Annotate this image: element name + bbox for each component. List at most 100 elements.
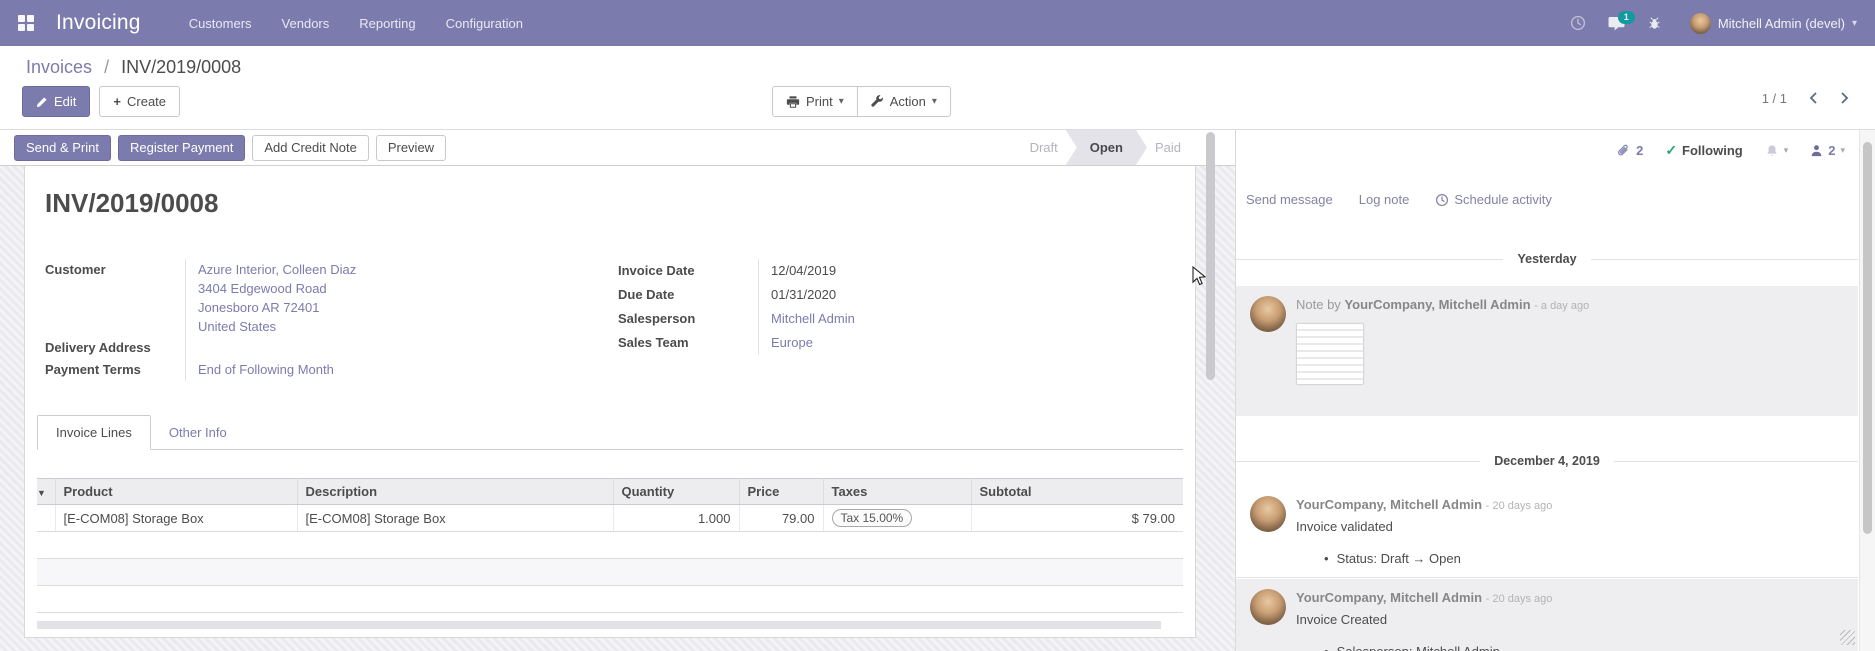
followers-button[interactable]: 2 ▾	[1810, 143, 1845, 158]
app-brand[interactable]: Invoicing	[56, 11, 141, 34]
message-author[interactable]: YourCompany, Mitchell Admin	[1344, 297, 1531, 312]
table-horizontal-scrollbar[interactable]	[37, 621, 1161, 629]
delivery-address-label: Delivery Address	[45, 340, 151, 355]
divider-label: December 4, 2019	[1494, 454, 1600, 468]
message-author[interactable]: YourCompany, Mitchell Admin	[1296, 497, 1483, 512]
print-button[interactable]: Print ▾	[772, 86, 858, 117]
schedule-clock-icon	[1435, 193, 1449, 207]
header-description[interactable]: Description	[297, 478, 614, 505]
attachments-button[interactable]: 2	[1616, 143, 1643, 158]
message-avatar	[1250, 296, 1286, 332]
header-taxes[interactable]: Taxes	[823, 478, 972, 505]
paperclip-icon	[1616, 143, 1631, 158]
mouse-cursor	[1192, 266, 1206, 287]
preview-button[interactable]: Preview	[375, 134, 447, 161]
chatter-message-created[interactable]: YourCompany, Mitchell Admin - 20 days ag…	[1236, 579, 1858, 651]
empty-row	[37, 585, 1183, 613]
message-author[interactable]: YourCompany, Mitchell Admin	[1296, 590, 1483, 605]
menu-configuration[interactable]: Configuration	[445, 15, 523, 31]
user-menu[interactable]: Mitchell Admin (devel) ▾	[1689, 12, 1857, 34]
sales-team-value[interactable]: Europe	[771, 335, 813, 350]
invoice-lines-table: ▼ Product Description Quantity Price Tax…	[37, 478, 1183, 613]
user-name: Mitchell Admin (devel)	[1717, 15, 1845, 31]
cell-product[interactable]: [E-COM08] Storage Box	[55, 504, 298, 532]
chatter-message-validated[interactable]: YourCompany, Mitchell Admin - 20 days ag…	[1236, 486, 1858, 578]
column-toggle-cell[interactable]: ▼	[37, 478, 56, 505]
chatter-scrollbar-thumb[interactable]	[1863, 142, 1872, 534]
divider-line	[1236, 460, 1481, 462]
apps-menu-icon[interactable]	[18, 15, 34, 31]
tab-other-info[interactable]: Other Info	[168, 425, 227, 440]
date-divider-yesterday: Yesterday	[1236, 252, 1859, 266]
schedule-activity-button[interactable]: Schedule activity	[1435, 192, 1552, 207]
divider-line	[1590, 258, 1859, 260]
menu-vendors[interactable]: Vendors	[281, 15, 330, 31]
debug-bug-icon[interactable]	[1647, 16, 1662, 31]
activities-clock-icon[interactable]	[1570, 15, 1586, 31]
menu-customers[interactable]: Customers	[188, 15, 252, 31]
add-credit-note-button[interactable]: Add Credit Note	[252, 134, 369, 161]
due-date-label: Due Date	[618, 287, 675, 302]
cell-description[interactable]: [E-COM08] Storage Box	[297, 504, 614, 532]
header-subtotal[interactable]: Subtotal	[971, 478, 1183, 505]
subscription-bell-button[interactable]: ▾	[1765, 144, 1788, 158]
send-message-button[interactable]: Send message	[1246, 192, 1333, 207]
breadcrumb-invoices-link[interactable]: Invoices	[26, 57, 93, 77]
status-draft[interactable]: Draft	[1029, 140, 1058, 155]
cell-taxes[interactable]: Tax 15.00%	[823, 504, 972, 532]
message-prefix: Note by	[1296, 297, 1341, 312]
chatter-scrollbar[interactable]	[1859, 130, 1875, 651]
customer-street[interactable]: 3404 Edgewood Road	[198, 281, 327, 296]
chatter-toolbar: 2 ✓ Following ▾ 2 ▾	[1616, 142, 1845, 159]
pager-next-button[interactable]	[1839, 90, 1851, 106]
message-timestamp: - 20 days ago	[1485, 500, 1553, 512]
action-button[interactable]: Action ▾	[856, 86, 951, 117]
status-paid[interactable]: Paid	[1154, 140, 1181, 155]
header-price[interactable]: Price	[739, 478, 824, 505]
invoice-sheet: INV/2019/0008 Customer Azure Interior, C…	[24, 166, 1196, 638]
cell-subtotal[interactable]: $ 79.00	[971, 504, 1183, 532]
customer-name-link[interactable]: Azure Interior, Colleen Diaz	[198, 262, 357, 277]
tab-invoice-lines[interactable]: Invoice Lines	[37, 415, 151, 450]
menu-reporting[interactable]: Reporting	[359, 15, 416, 31]
message-avatar	[1250, 589, 1286, 625]
header-product[interactable]: Product	[55, 478, 298, 505]
message-body: Invoice Created	[1296, 612, 1388, 627]
resize-grip[interactable]	[1840, 630, 1855, 645]
salesperson-value[interactable]: Mitchell Admin	[771, 311, 855, 326]
table-row[interactable]: [E-COM08] Storage Box [E-COM08] Storage …	[37, 504, 1183, 532]
form-scrollbar[interactable]	[1206, 132, 1215, 380]
payment-terms-value[interactable]: End of Following Month	[198, 362, 334, 377]
messages-icon[interactable]: 1	[1608, 10, 1635, 31]
record-buttons: Edit + Create	[22, 86, 181, 117]
create-button[interactable]: + Create	[99, 86, 181, 117]
attachment-preview[interactable]	[1296, 323, 1364, 385]
log-note-button[interactable]: Log note	[1358, 192, 1410, 207]
customer-country[interactable]: United States	[198, 319, 277, 334]
following-button[interactable]: ✓ Following	[1665, 142, 1742, 159]
tax-badge: Tax 15.00%	[831, 509, 913, 527]
delivery-address-value[interactable]	[185, 337, 610, 359]
column-caret-icon: ▼	[37, 488, 46, 498]
action-button-label: Action	[889, 94, 926, 109]
pager-previous-button[interactable]	[1807, 90, 1819, 106]
header-quantity[interactable]: Quantity	[613, 478, 740, 505]
chatter-message-note[interactable]: Note by YourCompany, Mitchell Admin - a …	[1236, 286, 1858, 416]
pager: 1 / 1	[1762, 90, 1851, 106]
register-payment-button[interactable]: Register Payment	[118, 134, 246, 161]
chatter-actions: Send message Log note Schedule activity	[1246, 192, 1552, 207]
status-open[interactable]: Open	[1066, 130, 1147, 165]
cell-quantity[interactable]: 1.000	[613, 504, 740, 532]
edit-button-label: Edit	[54, 94, 77, 109]
status-pipeline: Draft Open Paid	[1014, 130, 1197, 165]
create-button-label: Create	[127, 94, 167, 109]
cell-price[interactable]: 79.00	[739, 504, 824, 532]
action-caret-icon: ▾	[931, 96, 937, 107]
follower-count: 2	[1828, 143, 1836, 158]
salesperson-label: Salesperson	[618, 311, 696, 326]
send-print-button[interactable]: Send & Print	[14, 134, 111, 161]
invoice-date-value: 12/04/2019	[758, 259, 1183, 283]
breadcrumb-current: INV/2019/0008	[121, 57, 242, 77]
customer-city[interactable]: Jonesboro AR 72401	[198, 300, 320, 315]
edit-button[interactable]: Edit	[22, 86, 91, 117]
